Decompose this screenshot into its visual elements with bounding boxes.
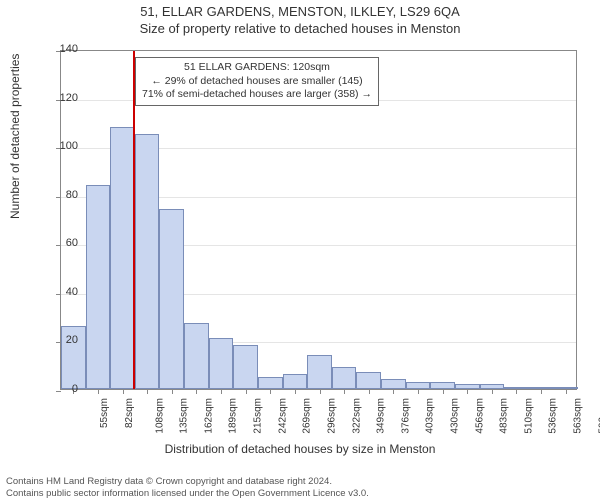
xtick-label: 296sqm: [326, 398, 337, 434]
footer-line1: Contains HM Land Registry data © Crown c…: [6, 476, 594, 488]
xtick-label: 189sqm: [228, 398, 239, 434]
annotation-line1: 51 ELLAR GARDENS: 120sqm: [142, 61, 372, 75]
xtick-mark: [467, 389, 468, 394]
xtick-label: 269sqm: [302, 398, 313, 434]
histogram-bar: [110, 127, 135, 389]
xtick-mark: [172, 389, 173, 394]
annotation-box: 51 ELLAR GARDENS: 120sqm ← 29% of detach…: [135, 57, 379, 106]
histogram-bar: [356, 372, 381, 389]
xtick-mark: [196, 389, 197, 394]
xtick-label: 55sqm: [99, 398, 110, 428]
xtick-mark: [369, 389, 370, 394]
xtick-label: 403sqm: [425, 398, 436, 434]
xtick-mark: [344, 389, 345, 394]
histogram-bar: [258, 377, 283, 389]
chart-area: 51 ELLAR GARDENS: 120sqm ← 29% of detach…: [60, 50, 577, 430]
histogram-bar: [283, 374, 308, 389]
ytick-label: 0: [46, 383, 78, 395]
ytick-label: 100: [46, 140, 78, 152]
xtick-label: 536sqm: [548, 398, 559, 434]
xtick-mark: [393, 389, 394, 394]
plot-region: 51 ELLAR GARDENS: 120sqm ← 29% of detach…: [60, 50, 577, 390]
ytick-label: 40: [46, 286, 78, 298]
xtick-label: 162sqm: [203, 398, 214, 434]
ytick-label: 140: [46, 43, 78, 55]
xtick-mark: [98, 389, 99, 394]
xtick-label: 563sqm: [573, 398, 584, 434]
xtick-label: 82sqm: [124, 398, 135, 428]
histogram-bar: [406, 382, 431, 389]
histogram-bar: [430, 382, 455, 389]
histogram-bar: [233, 345, 258, 389]
chart-container: { "title": "51, ELLAR GARDENS, MENSTON, …: [0, 4, 600, 500]
histogram-bar: [381, 379, 406, 389]
x-axis-label: Distribution of detached houses by size …: [0, 442, 600, 456]
histogram-bar: [307, 355, 332, 389]
xtick-mark: [270, 389, 271, 394]
xtick-mark: [221, 389, 222, 394]
histogram-bar: [184, 323, 209, 389]
annotation-line3: 71% of semi-detached houses are larger (…: [142, 88, 372, 102]
xtick-mark: [246, 389, 247, 394]
xtick-mark: [566, 389, 567, 394]
histogram-bar: [86, 185, 111, 389]
xtick-label: 215sqm: [253, 398, 264, 434]
ytick-label: 120: [46, 92, 78, 104]
ytick-label: 60: [46, 237, 78, 249]
annotation-line2: ← 29% of detached houses are smaller (14…: [142, 75, 372, 89]
xtick-mark: [492, 389, 493, 394]
xtick-mark: [295, 389, 296, 394]
xtick-label: 483sqm: [499, 398, 510, 434]
xtick-mark: [123, 389, 124, 394]
xtick-mark: [320, 389, 321, 394]
footer: Contains HM Land Registry data © Crown c…: [6, 476, 594, 500]
xtick-label: 135sqm: [179, 398, 190, 434]
xtick-label: 456sqm: [474, 398, 485, 434]
ytick-label: 80: [46, 189, 78, 201]
ytick-label: 20: [46, 334, 78, 346]
page-title: 51, ELLAR GARDENS, MENSTON, ILKLEY, LS29…: [0, 4, 600, 19]
xtick-label: 242sqm: [277, 398, 288, 434]
histogram-bar: [209, 338, 234, 389]
xtick-label: 349sqm: [376, 398, 387, 434]
chart-subtitle: Size of property relative to detached ho…: [0, 21, 600, 36]
xtick-label: 510sqm: [523, 398, 534, 434]
histogram-bar: [159, 209, 184, 389]
xtick-label: 322sqm: [351, 398, 362, 434]
xtick-label: 430sqm: [450, 398, 461, 434]
y-axis-label: Number of detached properties: [8, 54, 22, 219]
xtick-mark: [418, 389, 419, 394]
xtick-mark: [541, 389, 542, 394]
xtick-label: 108sqm: [154, 398, 165, 434]
xtick-mark: [516, 389, 517, 394]
histogram-bar: [332, 367, 357, 389]
xtick-mark: [147, 389, 148, 394]
xtick-mark: [443, 389, 444, 394]
footer-line2: Contains public sector information licen…: [6, 488, 594, 500]
histogram-bar: [135, 134, 160, 389]
xtick-label: 376sqm: [400, 398, 411, 434]
